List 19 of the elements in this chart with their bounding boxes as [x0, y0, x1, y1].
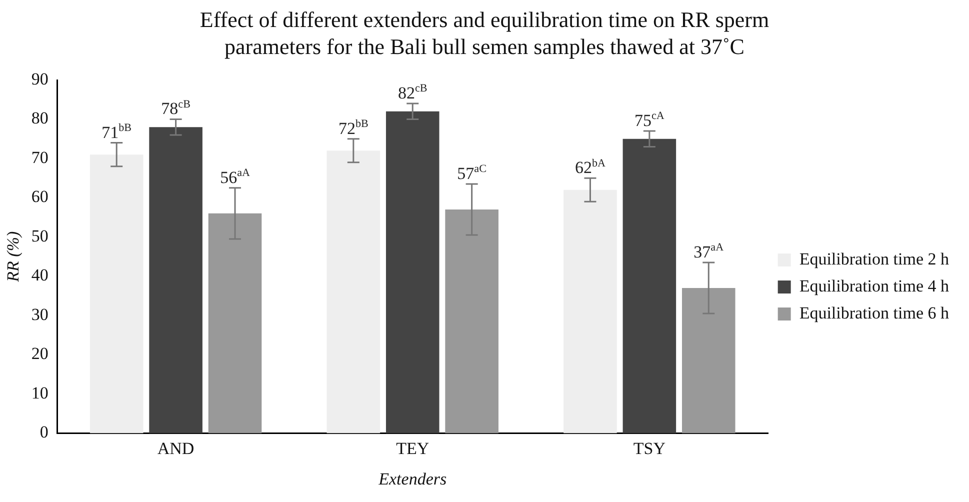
y-tick-label: 40: [31, 266, 48, 285]
y-tick-label: 30: [31, 304, 48, 324]
x-tick-label: AND: [157, 438, 194, 458]
y-tick-label: 60: [31, 187, 48, 206]
legend-label: Equilibration time 2 h: [799, 249, 950, 268]
legend-label: Equilibration time 6 h: [799, 303, 950, 322]
legend-label: Equilibration time 4 h: [799, 276, 950, 296]
x-tick-label: TSY: [633, 438, 666, 458]
y-axis-title: RR (%): [4, 231, 23, 283]
y-tick-label: 10: [31, 383, 48, 402]
y-tick-label: 90: [31, 69, 48, 88]
chart-title: Effect of different extenders and equilibration time on RR sperm parameters for the Bali bull semen samples thawed at 37˚C: [198, 6, 770, 60]
y-tick-label: 0: [40, 422, 48, 442]
y-tick-label: 20: [31, 344, 48, 364]
y-tick-label: 50: [31, 226, 48, 246]
y-tick-label: 80: [31, 108, 48, 128]
y-tick-label: 70: [31, 148, 48, 167]
x-tick-label: TEY: [396, 438, 430, 458]
x-axis-title: Extenders: [378, 469, 447, 488]
